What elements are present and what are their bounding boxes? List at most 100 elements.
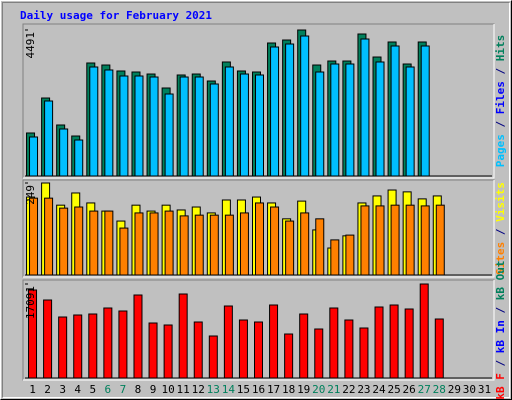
bar bbox=[420, 45, 430, 177]
bar bbox=[315, 218, 325, 276]
x-tick-label: 23 bbox=[357, 383, 370, 396]
bar bbox=[208, 335, 218, 379]
bar bbox=[74, 206, 84, 276]
bar bbox=[359, 327, 369, 379]
y-tick-label: 249 bbox=[24, 185, 37, 205]
bar bbox=[360, 205, 370, 276]
bar bbox=[435, 204, 445, 276]
legend-separator: / bbox=[494, 222, 507, 242]
legend: Sites / Visits bbox=[494, 182, 507, 275]
legend-item: Files bbox=[494, 81, 507, 114]
x-tick-label: 22 bbox=[342, 383, 355, 396]
legend-item: Sites bbox=[494, 242, 507, 275]
bar bbox=[104, 69, 114, 177]
legend-item: Hits bbox=[494, 35, 507, 62]
x-tick-label: 16 bbox=[252, 383, 265, 396]
bar bbox=[103, 307, 113, 379]
panel-bevel bbox=[23, 24, 495, 179]
legend-item: kB F bbox=[494, 373, 507, 400]
bar bbox=[224, 66, 234, 177]
y-tick-label: 17091 bbox=[24, 286, 37, 319]
x-tick-label: 8 bbox=[135, 383, 142, 396]
legend: Pages / Files / Hits bbox=[494, 35, 507, 168]
bar bbox=[74, 139, 84, 177]
bar bbox=[238, 319, 248, 379]
chart-title: Daily usage for February 2021 bbox=[20, 9, 212, 22]
x-tick-label: 21 bbox=[327, 383, 340, 396]
bar bbox=[58, 316, 68, 379]
bar bbox=[374, 306, 384, 379]
legend-separator: / bbox=[494, 61, 507, 81]
bar bbox=[149, 76, 159, 177]
legend-item: kB In bbox=[494, 320, 507, 353]
bar bbox=[270, 46, 280, 177]
bar bbox=[164, 93, 174, 177]
bar bbox=[375, 205, 385, 276]
x-tick-label: 11 bbox=[177, 383, 190, 396]
x-tick-label: 4 bbox=[74, 383, 81, 396]
x-tick-label: 5 bbox=[89, 383, 96, 396]
bar bbox=[390, 204, 400, 276]
bar bbox=[88, 313, 98, 379]
bar bbox=[209, 83, 219, 177]
x-tick-label: 26 bbox=[403, 383, 416, 396]
bar bbox=[134, 212, 144, 276]
bar bbox=[178, 293, 188, 379]
bar bbox=[118, 310, 128, 379]
x-tick-label: 14 bbox=[222, 383, 236, 396]
x-tick-label: 3 bbox=[59, 383, 66, 396]
x-tick-label: 18 bbox=[282, 383, 295, 396]
x-tick-label: 7 bbox=[120, 383, 127, 396]
bar bbox=[420, 205, 430, 276]
bar bbox=[345, 63, 355, 177]
bar bbox=[44, 197, 54, 276]
bar bbox=[193, 321, 203, 379]
bar bbox=[405, 66, 415, 177]
y-tick-label: 4491 bbox=[24, 32, 37, 59]
x-tick-label: 13 bbox=[207, 383, 220, 396]
legend-item: Pages bbox=[494, 134, 507, 167]
bar bbox=[269, 304, 279, 379]
bar bbox=[389, 304, 399, 379]
legend-separator: / bbox=[494, 353, 507, 373]
bar bbox=[209, 214, 219, 276]
x-tick-label: 27 bbox=[418, 383, 431, 396]
bar bbox=[330, 239, 340, 276]
bar bbox=[254, 321, 263, 379]
x-tick-label: 15 bbox=[237, 383, 250, 396]
legend-item: kB Out bbox=[494, 260, 507, 300]
bar bbox=[314, 328, 324, 379]
bar bbox=[255, 202, 264, 276]
bar bbox=[404, 308, 414, 379]
legend: kB F / kB In / kB Out bbox=[494, 260, 507, 399]
bar bbox=[390, 45, 400, 177]
bar bbox=[375, 61, 385, 177]
legend-separator: / bbox=[494, 114, 507, 134]
x-tick-label: 1 bbox=[29, 383, 36, 396]
bar bbox=[119, 227, 129, 276]
bar bbox=[434, 318, 444, 379]
x-tick-label: 2 bbox=[44, 383, 51, 396]
bar bbox=[285, 43, 295, 177]
bar bbox=[330, 63, 340, 177]
x-tick-label: 9 bbox=[150, 383, 157, 396]
legend-item: Visits bbox=[494, 182, 507, 222]
panel-bevel bbox=[23, 280, 495, 381]
bar bbox=[239, 73, 249, 177]
x-tick-label: 12 bbox=[192, 383, 205, 396]
bar bbox=[133, 294, 143, 379]
bar bbox=[148, 322, 158, 379]
bar bbox=[329, 307, 339, 379]
bar bbox=[104, 210, 114, 276]
bar bbox=[239, 212, 249, 276]
bar bbox=[344, 319, 354, 379]
x-tick-label: 24 bbox=[372, 383, 386, 396]
panel-bevel bbox=[23, 180, 495, 278]
bar bbox=[89, 210, 99, 276]
bar bbox=[29, 197, 39, 276]
x-tick-label: 30 bbox=[463, 383, 476, 396]
